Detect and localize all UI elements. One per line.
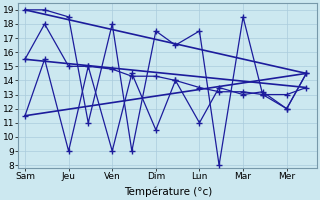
X-axis label: Température (°c): Température (°c) xyxy=(124,187,212,197)
